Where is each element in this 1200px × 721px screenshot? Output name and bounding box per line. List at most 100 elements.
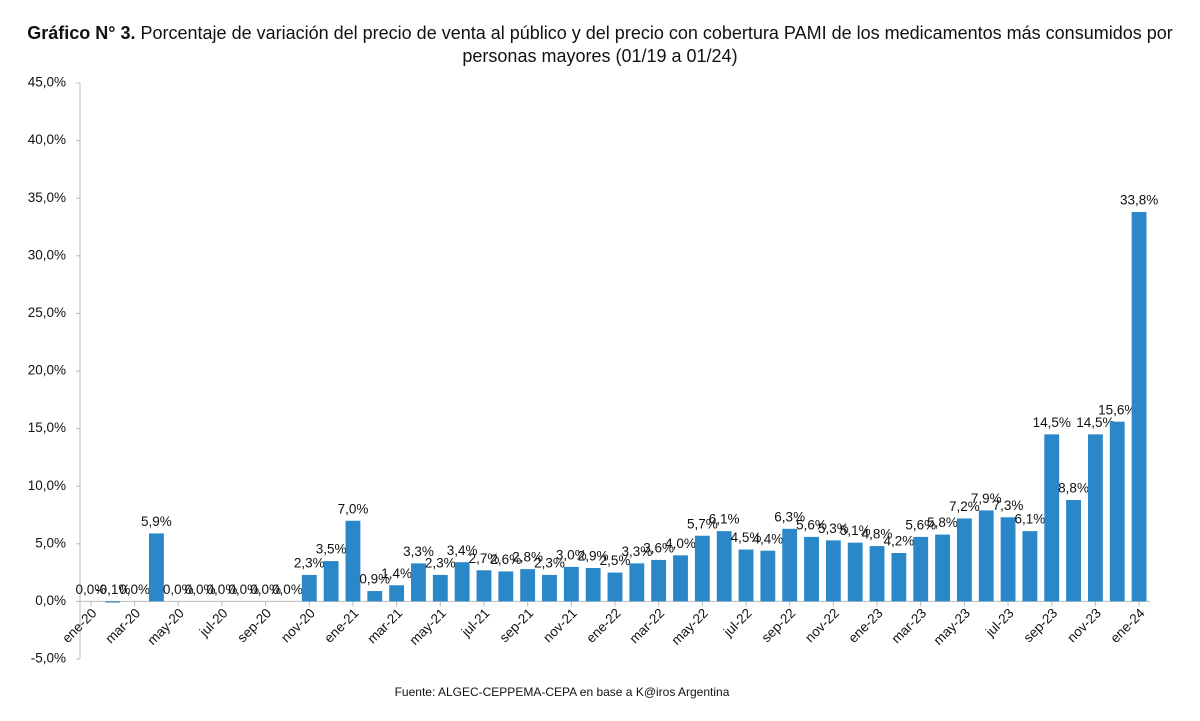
data-label: 3,4%: [447, 543, 478, 558]
x-tick-label: sep-22: [759, 605, 799, 645]
data-label: -0,1%: [95, 582, 130, 597]
bar: [105, 601, 121, 603]
bar: [782, 528, 798, 602]
y-tick-label: 20,0%: [28, 363, 66, 378]
x-tick-label: may-20: [144, 605, 186, 647]
x-tick-label: ene-21: [321, 605, 361, 645]
data-label: 0,0%: [207, 582, 238, 597]
data-label: 0,0%: [76, 582, 107, 597]
chart-title: Gráfico N° 3. Porcentaje de variación de…: [20, 22, 1180, 68]
data-label: 0,0%: [228, 582, 259, 597]
source: Fuente: ALGEC-CEPPEMA-CEPA en base a K@i…: [395, 685, 730, 699]
data-label: 5,1%: [840, 523, 871, 538]
bar: [956, 518, 972, 602]
data-label: 8,8%: [1058, 481, 1089, 496]
x-tick-label: ene-23: [845, 605, 885, 645]
bar: [1087, 434, 1103, 602]
x-tick-label: ene-24: [1107, 605, 1148, 646]
bar: [1044, 434, 1060, 602]
bar: [520, 569, 536, 602]
data-label: 2,3%: [534, 555, 565, 570]
data-label: 3,0%: [556, 547, 587, 562]
bar: [607, 572, 623, 602]
data-label: 33,8%: [1120, 193, 1158, 208]
data-label: 1,4%: [381, 566, 412, 581]
y-tick-label: 30,0%: [28, 247, 66, 262]
y-tick-label: -5,0%: [31, 651, 66, 666]
data-label: 4,8%: [862, 527, 893, 542]
bar: [673, 555, 688, 602]
y-tick-label: 35,0%: [28, 190, 66, 205]
data-label: 5,3%: [818, 521, 849, 536]
x-tick-label: mar-23: [889, 605, 930, 646]
bar: [301, 574, 317, 602]
x-tick-label: may-23: [931, 605, 973, 647]
data-label: 3,3%: [403, 544, 434, 559]
y-tick-label: 15,0%: [28, 420, 66, 435]
bar: [563, 566, 579, 602]
x-tick-label: may-21: [407, 605, 449, 647]
bar: [694, 535, 710, 602]
data-label: 4,4%: [752, 531, 783, 546]
bar: [825, 540, 841, 602]
bar: [978, 510, 994, 602]
bar: [651, 559, 667, 602]
bar: [760, 550, 776, 602]
bar: [149, 533, 164, 602]
title-text: Porcentaje de variación del precio de ve…: [140, 23, 1173, 66]
x-tick-label: mar-22: [626, 605, 667, 646]
x-tick-label: nov-23: [1064, 605, 1104, 645]
x-tick-label: mar-20: [102, 605, 143, 646]
bar: [1000, 517, 1016, 602]
x-tick-label: ene-20: [59, 605, 99, 645]
x-tick-label: jul-20: [196, 605, 231, 640]
data-label: 3,5%: [316, 542, 347, 557]
bar: [935, 534, 950, 602]
data-label: 3,3%: [621, 544, 652, 559]
data-label: 5,6%: [796, 517, 827, 532]
data-label: 5,6%: [905, 517, 936, 532]
data-label: 0,0%: [250, 582, 281, 597]
bar: [1109, 421, 1125, 602]
x-tick-label: nov-22: [802, 605, 842, 645]
data-label: 6,1%: [709, 512, 740, 527]
data-label: 2,5%: [600, 553, 631, 568]
bar: [629, 563, 645, 602]
data-label: 2,8%: [512, 550, 543, 565]
bar: [738, 549, 754, 602]
bar: [1131, 212, 1147, 602]
x-tick-label: jul-22: [720, 605, 755, 640]
data-label: 0,9%: [359, 572, 390, 587]
data-label: 2,6%: [490, 552, 521, 567]
bar: [367, 591, 383, 602]
data-label: 3,6%: [643, 540, 674, 555]
x-tick-label: jul-21: [458, 605, 493, 640]
data-label: 2,3%: [425, 555, 456, 570]
bar: [847, 542, 863, 602]
y-tick-label: 10,0%: [28, 478, 66, 493]
data-label: 4,5%: [731, 530, 762, 545]
bar: [476, 570, 492, 602]
y-tick-label: 25,0%: [28, 305, 66, 320]
x-tick-label: sep-23: [1021, 605, 1061, 645]
data-label: 5,8%: [927, 515, 958, 530]
bar: [913, 536, 929, 602]
bar: [345, 520, 361, 602]
x-tick-label: nov-20: [278, 605, 318, 645]
data-label: 14,5%: [1076, 415, 1114, 430]
bar: [432, 574, 448, 602]
bar: [1022, 531, 1038, 602]
y-tick-label: 0,0%: [35, 593, 66, 608]
y-tick-label: 45,0%: [28, 75, 66, 90]
bar: [585, 567, 601, 602]
data-label: 7,9%: [971, 491, 1002, 506]
bar: [389, 585, 405, 602]
data-label: 2,7%: [469, 551, 500, 566]
data-label: 7,3%: [993, 498, 1024, 513]
x-tick-label: ene-22: [583, 605, 623, 645]
data-label: 2,3%: [294, 555, 325, 570]
bar: [1066, 500, 1081, 602]
data-label: 5,9%: [141, 514, 172, 529]
bar: [804, 536, 819, 602]
